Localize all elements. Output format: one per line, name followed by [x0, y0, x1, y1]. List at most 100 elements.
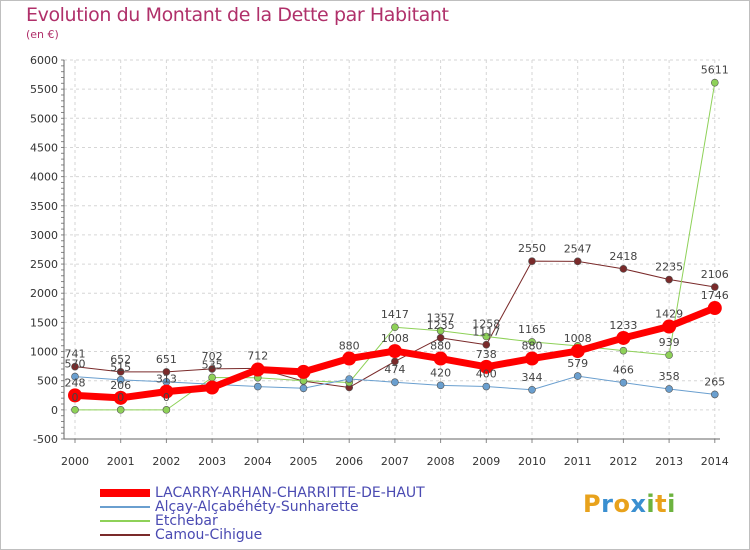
y-tick-label: 5000: [30, 112, 58, 125]
data-label-0: 880: [522, 340, 543, 353]
data-point-3: [619, 265, 628, 273]
data-point-2: [710, 78, 719, 87]
data-label-0: 313: [156, 373, 177, 386]
data-label-2: 0: [72, 391, 79, 404]
data-point-3: [710, 283, 719, 291]
data-point-2: [482, 332, 491, 341]
y-tick-label: 5500: [30, 83, 58, 96]
x-tick-label: 2005: [290, 455, 318, 468]
brand-letter: i: [667, 490, 676, 518]
data-point-3: [573, 257, 582, 266]
y-tick-label: 0: [51, 404, 58, 417]
data-label-1: 515: [110, 361, 131, 374]
data-point-0: [159, 384, 174, 399]
data-point-1: [345, 375, 354, 383]
data-label-3: 2418: [609, 250, 637, 263]
data-label-0: 1746: [701, 289, 729, 302]
y-tick-label: 2500: [30, 258, 58, 271]
data-point-0: [342, 351, 357, 366]
x-tick-label: 2006: [335, 455, 363, 468]
y-tick-label: 4500: [30, 141, 58, 154]
data-label-1: 420: [430, 366, 451, 379]
data-label-3: 702: [202, 350, 223, 363]
data-point-0: [205, 380, 220, 395]
brand-letter: t: [655, 490, 668, 518]
legend-swatch-etchebar: [100, 520, 150, 522]
data-label-3: 2106: [701, 268, 729, 281]
x-tick-label: 2013: [655, 455, 683, 468]
data-label-2: 0: [117, 391, 124, 404]
x-tick-label: 2010: [518, 455, 546, 468]
data-label-0: 248: [65, 376, 86, 389]
x-tick-label: 2011: [564, 455, 592, 468]
data-label-2: 1165: [518, 323, 546, 336]
data-point-1: [299, 384, 308, 393]
data-point-1: [619, 378, 628, 387]
data-point-2: [436, 326, 445, 335]
brand-letter: r: [601, 490, 614, 518]
x-tick-label: 2014: [701, 455, 729, 468]
data-label-3: 712: [247, 349, 268, 362]
y-tick-label: 1000: [30, 346, 58, 359]
y-tick-label: 500: [37, 375, 58, 388]
data-label-3: 2235: [655, 261, 683, 274]
data-point-1: [482, 382, 491, 391]
data-point-0: [479, 359, 494, 374]
x-tick-label: 2007: [381, 455, 409, 468]
data-label-0: 738: [476, 348, 497, 361]
data-point-0: [616, 330, 631, 345]
data-point-0: [387, 344, 402, 359]
y-tick-label: 2000: [30, 287, 58, 300]
data-point-2: [116, 406, 125, 414]
y-tick-label: 6000: [30, 54, 58, 67]
data-label-2: 0: [163, 391, 170, 404]
y-tick-label: 3000: [30, 229, 58, 242]
data-label-3: 2547: [564, 242, 592, 255]
data-point-3: [482, 340, 491, 349]
data-point-3: [665, 275, 673, 284]
x-tick-label: 2002: [152, 455, 180, 468]
y-tick-label: 1500: [30, 316, 58, 329]
plot-area: [64, 60, 720, 439]
data-label-3: 1235: [427, 319, 455, 332]
data-label-2: 5611: [701, 64, 729, 77]
y-tick-label: 4000: [30, 171, 58, 184]
brand-letter: P: [583, 490, 602, 518]
legend-label-lacarry: LACARRY-ARHAN-CHARRITTE-DE-HAUT: [155, 485, 425, 501]
data-point-1: [391, 378, 399, 387]
data-label-2: 535: [202, 358, 223, 371]
data-point-0: [250, 362, 265, 377]
data-point-2: [162, 406, 171, 414]
data-point-3: [71, 362, 79, 371]
data-label-0: 1008: [381, 332, 409, 345]
data-point-3: [208, 365, 216, 373]
data-point-3: [162, 368, 171, 376]
x-tick-label: 2012: [609, 455, 637, 468]
data-point-1: [253, 382, 262, 391]
data-point-0: [707, 301, 722, 316]
data-label-0: 1008: [564, 332, 592, 345]
y-tick-label: -500: [33, 433, 58, 446]
data-point-2: [391, 323, 399, 332]
legend-label-alcay: Alçay-Alçabéhéty-Sunharette: [155, 499, 359, 515]
brand-letter: i: [646, 490, 656, 518]
data-label-3: 652: [110, 353, 131, 366]
data-point-3: [528, 257, 536, 265]
data-point-1: [573, 372, 582, 380]
data-label-2: 1357: [427, 312, 455, 325]
data-label-3: 1117: [472, 326, 500, 339]
x-tick-label: 2004: [244, 455, 272, 468]
data-point-2: [528, 338, 536, 346]
data-point-2: [619, 346, 628, 355]
x-tick-label: 2001: [107, 455, 135, 468]
data-point-0: [113, 390, 128, 405]
data-point-2: [71, 406, 79, 414]
data-label-1: 344: [522, 371, 543, 384]
data-label-3: 651: [156, 353, 177, 366]
data-point-1: [710, 390, 719, 399]
chart-title: Evolution du Montant de la Dette par Hab…: [26, 4, 449, 26]
data-point-1: [436, 381, 445, 390]
legend-swatch-camou: [100, 534, 150, 536]
data-label-1: 579: [567, 357, 588, 370]
x-tick-label: 2003: [198, 455, 226, 468]
